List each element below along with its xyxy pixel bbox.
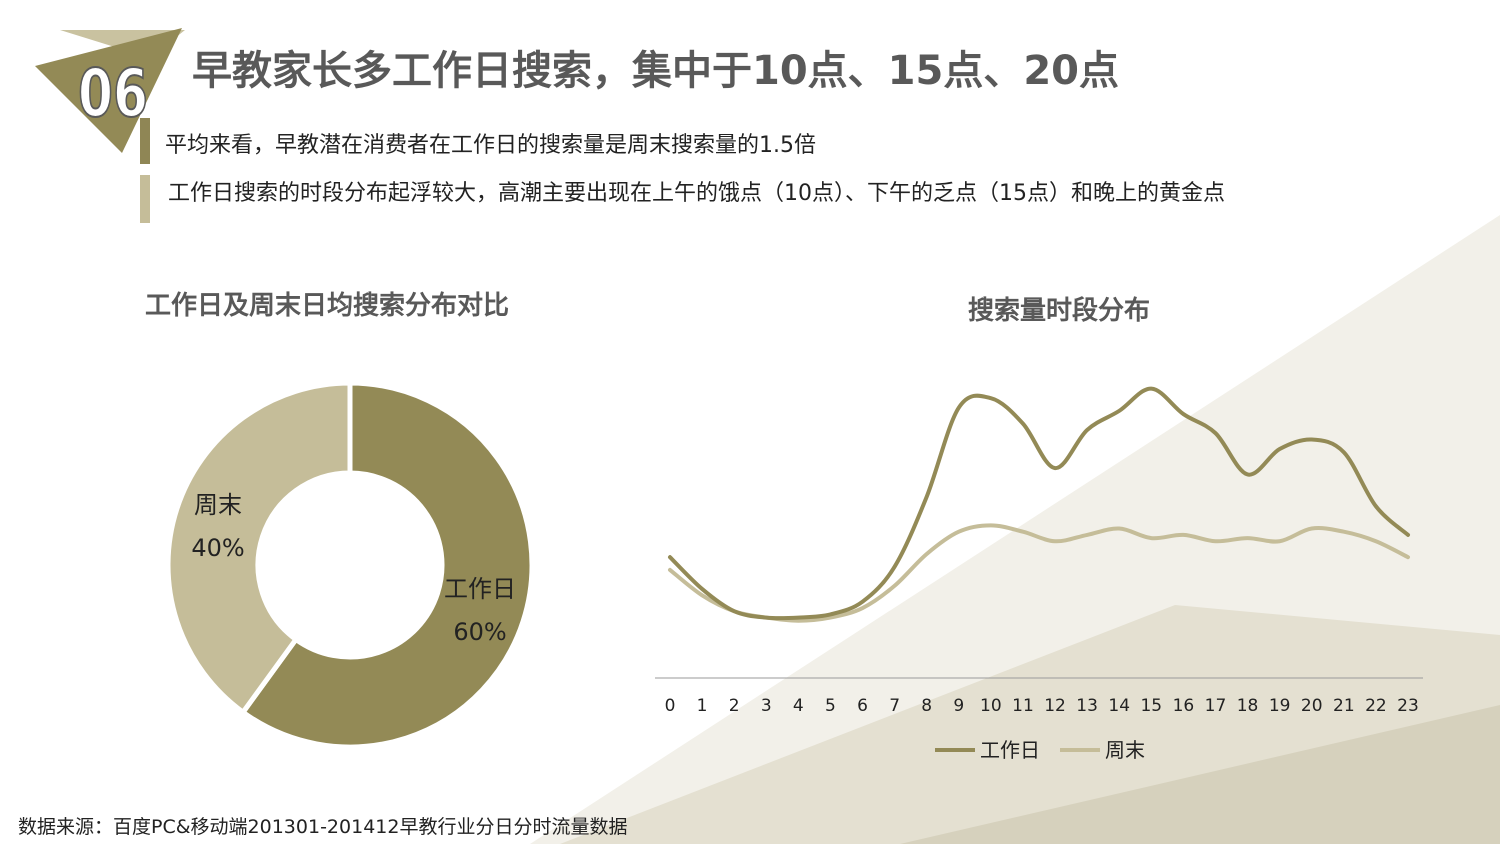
series-line-1	[668, 386, 1410, 621]
bullet-text-2: 工作日搜索的时段分布起浮较大，高潮主要出现在上午的饿点（10点）、下午的乏点（1…	[168, 181, 1225, 206]
donut-chart-title: 工作日及周末日均搜索分布对比	[145, 291, 510, 321]
bullet-text-1: 平均来看，早教潜在消费者在工作日的搜索量是周末搜索量的1.5倍	[165, 133, 816, 158]
x-tick-label: 2	[729, 696, 740, 716]
x-tick-label: 11	[1012, 696, 1034, 716]
x-tick-label: 8	[921, 696, 932, 716]
series-line-2	[668, 523, 1410, 623]
bullet-bar-2	[140, 175, 150, 223]
x-tick-label: 5	[825, 696, 836, 716]
x-tick-label: 1	[697, 696, 708, 716]
donut-slice-label-2: 周末	[194, 491, 242, 519]
line-chart-title: 搜索量时段分布	[968, 296, 1151, 326]
badge-triangle	[35, 28, 182, 153]
x-tick-label: 21	[1333, 696, 1355, 716]
x-tick-label: 13	[1076, 696, 1098, 716]
section-badge: 06	[35, 28, 185, 153]
x-tick-label: 17	[1205, 696, 1227, 716]
x-tick-label: 22	[1365, 696, 1387, 716]
line-chart: 0 1 2 3 4 5 6 7 8 9 10 11 12 13 14 15 16 17 18 19 20 21 22 23工作…	[655, 386, 1423, 762]
x-tick-label: 12	[1044, 696, 1066, 716]
x-tick-label: 7	[889, 696, 900, 716]
donut-slice-2	[165, 380, 353, 716]
donut-slice-1	[239, 380, 535, 750]
badge-number: 06	[78, 55, 148, 132]
data-source-note: 数据来源：百度PC&移动端201301-201412早教行业分日分时流量数据	[18, 816, 628, 838]
x-tick-label: 0	[665, 696, 676, 716]
page-title: 早教家长多工作日搜索，集中于10点、15点、20点	[192, 48, 1119, 94]
x-tick-label: 23	[1397, 696, 1419, 716]
legend-label-2: 周末	[1105, 738, 1145, 762]
x-tick-label: 6	[857, 696, 868, 716]
donut-slice-value-1: 60%	[453, 618, 506, 646]
donut-slice-label-1: 工作日	[444, 575, 516, 603]
x-tick-label: 9	[953, 696, 964, 716]
x-tick-label: 4	[793, 696, 804, 716]
donut-slice-value-2: 40%	[191, 534, 244, 562]
x-tick-label: 20	[1301, 696, 1323, 716]
bullet-bar-1	[140, 118, 150, 164]
x-tick-label: 19	[1269, 696, 1291, 716]
x-tick-label: 16	[1173, 696, 1195, 716]
x-tick-label: 10	[980, 696, 1002, 716]
legend-label-1: 工作日	[980, 738, 1040, 762]
x-tick-label: 3	[761, 696, 772, 716]
x-tick-label: 18	[1237, 696, 1259, 716]
bg-triangle-dark	[900, 705, 1500, 844]
donut-chart: 工作日 60% 周末 40%	[165, 380, 535, 750]
x-tick-label: 15	[1140, 696, 1162, 716]
x-tick-label: 14	[1108, 696, 1130, 716]
